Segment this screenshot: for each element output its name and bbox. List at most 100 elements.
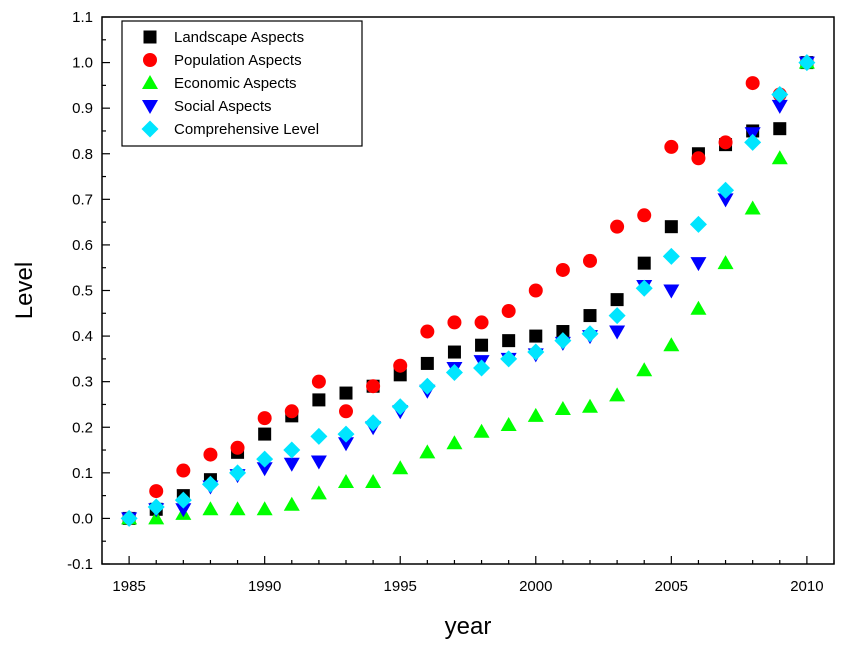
- data-point: [310, 485, 327, 500]
- data-point: [637, 208, 652, 223]
- data-point: [609, 387, 626, 402]
- y-tick-label: 1.1: [72, 9, 93, 26]
- x-tick-label: 2000: [519, 578, 552, 595]
- data-point: [337, 425, 355, 443]
- legend: Landscape Aspects Population Aspects Econo…: [121, 20, 363, 147]
- y-tick-label: 0.6: [72, 237, 93, 254]
- data-point: [771, 150, 788, 165]
- data-point: [528, 283, 543, 298]
- data-point: [174, 491, 192, 509]
- data-point: [773, 122, 787, 136]
- legend-marker: [143, 53, 157, 67]
- data-point: [689, 215, 707, 233]
- data-point: [718, 135, 733, 150]
- legend-label: Comprehensive Level: [174, 121, 319, 138]
- data-point: [583, 309, 597, 323]
- data-point: [283, 457, 300, 472]
- data-point: [338, 437, 354, 452]
- data-point: [473, 359, 491, 377]
- series-comprehensive-level: [120, 54, 816, 527]
- data-point: [447, 315, 462, 330]
- data-point: [636, 362, 653, 377]
- data-point: [501, 304, 516, 319]
- data-point: [527, 343, 545, 361]
- data-point: [744, 200, 761, 215]
- data-point: [147, 498, 165, 516]
- data-point: [582, 398, 598, 413]
- data-point: [554, 332, 572, 350]
- legend-box: [121, 20, 363, 147]
- data-point: [149, 484, 164, 499]
- data-point: [474, 315, 489, 330]
- data-point: [664, 220, 678, 234]
- x-tick-label: 2010: [790, 578, 823, 595]
- data-point: [554, 401, 571, 416]
- y-axis-title: Level: [11, 262, 38, 319]
- data-point: [745, 76, 760, 91]
- data-point: [500, 416, 517, 431]
- data-point: [175, 503, 192, 518]
- data-point: [608, 307, 626, 325]
- series-economic-aspects: [121, 54, 815, 525]
- data-point: [420, 356, 434, 370]
- data-point: [312, 393, 326, 407]
- data-point: [366, 379, 381, 394]
- data-point: [717, 255, 734, 270]
- x-tick-label: 1985: [112, 578, 145, 595]
- data-point: [527, 407, 544, 422]
- y-tick-label: 0.5: [72, 283, 93, 300]
- x-tick-label: 1995: [384, 578, 417, 595]
- data-point: [203, 447, 218, 462]
- data-point: [148, 510, 165, 525]
- y-tick-label: 0.4: [72, 328, 93, 345]
- data-point: [339, 386, 353, 400]
- data-point: [691, 151, 706, 166]
- y-tick-label: 0.1: [72, 465, 93, 482]
- data-point: [500, 350, 518, 368]
- data-point: [555, 262, 570, 277]
- data-point: [690, 300, 707, 315]
- data-point: [610, 293, 624, 307]
- data-point: [771, 85, 789, 103]
- data-point: [202, 501, 219, 516]
- data-point: [256, 462, 273, 477]
- x-tick-label: 1990: [248, 578, 281, 595]
- data-point: [283, 496, 300, 511]
- data-point: [256, 450, 274, 468]
- legend-marker: [141, 120, 159, 138]
- data-point: [581, 325, 599, 343]
- y-tick-label: 0.9: [72, 100, 93, 117]
- y-tick-label: 1.0: [72, 55, 93, 72]
- legend-label: Economic Aspects: [174, 75, 297, 92]
- data-point: [445, 364, 463, 382]
- data-point: [610, 219, 625, 234]
- data-point: [364, 414, 382, 432]
- data-point: [664, 139, 679, 154]
- data-point: [176, 463, 191, 478]
- data-point: [392, 460, 409, 475]
- data-point: [473, 423, 490, 438]
- data-point: [717, 181, 735, 199]
- data-point: [419, 444, 436, 459]
- data-point: [339, 404, 353, 419]
- data-point: [391, 398, 409, 416]
- data-point: [418, 377, 436, 395]
- data-point: [257, 411, 272, 426]
- legend-marker: [142, 100, 158, 114]
- data-point: [365, 473, 382, 488]
- data-point: [393, 358, 408, 373]
- data-point: [229, 501, 246, 516]
- data-point: [663, 284, 680, 299]
- data-point: [663, 337, 680, 352]
- data-point: [446, 435, 463, 450]
- data-points: [120, 54, 816, 527]
- y-tick-label: -0.1: [67, 556, 93, 573]
- data-point: [284, 404, 299, 419]
- y-tick-label: 0.0: [72, 510, 93, 527]
- data-point: [120, 509, 138, 527]
- data-point: [771, 99, 788, 114]
- data-point: [338, 473, 354, 488]
- data-point: [201, 475, 219, 493]
- data-point: [502, 334, 516, 348]
- data-point: [662, 247, 680, 265]
